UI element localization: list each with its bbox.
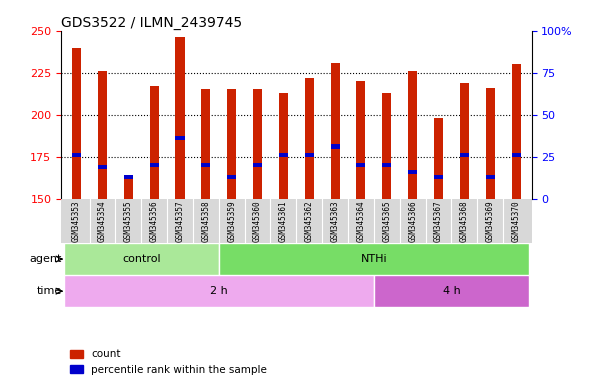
Bar [64, 275, 374, 307]
Bar [124, 177, 133, 199]
Bar [331, 144, 340, 149]
Bar [511, 64, 521, 199]
Text: GSM345356: GSM345356 [150, 201, 159, 242]
Bar [374, 275, 529, 307]
Bar [64, 243, 219, 275]
Bar [175, 37, 185, 199]
Bar [253, 89, 262, 199]
Text: GSM345365: GSM345365 [382, 201, 391, 242]
Text: GSM345364: GSM345364 [356, 201, 365, 242]
Bar [98, 71, 107, 199]
Bar [150, 86, 159, 199]
Bar [434, 118, 443, 199]
Text: NTHi: NTHi [360, 254, 387, 264]
Text: GSM345363: GSM345363 [331, 201, 340, 242]
Bar [305, 78, 314, 199]
Legend: count, percentile rank within the sample: count, percentile rank within the sample [67, 345, 271, 379]
Bar [382, 163, 391, 167]
Text: GSM345366: GSM345366 [408, 201, 417, 242]
Text: GSM345370: GSM345370 [511, 201, 521, 242]
Bar [72, 48, 81, 199]
Text: GSM345360: GSM345360 [253, 201, 262, 242]
Text: agent: agent [29, 254, 62, 264]
Text: GSM345359: GSM345359 [227, 201, 236, 242]
Text: GSM345367: GSM345367 [434, 201, 443, 242]
Bar [486, 175, 495, 179]
Text: GDS3522 / ILMN_2439745: GDS3522 / ILMN_2439745 [61, 16, 242, 30]
Text: GSM345355: GSM345355 [124, 201, 133, 242]
Bar [331, 63, 340, 199]
Bar [460, 153, 469, 157]
Bar [356, 81, 365, 199]
Bar [150, 163, 159, 167]
Bar [434, 175, 443, 179]
Bar [98, 165, 107, 169]
Text: 4 h: 4 h [442, 286, 460, 296]
Bar [408, 170, 417, 174]
Bar [408, 71, 417, 199]
Text: time: time [37, 286, 62, 296]
Bar [279, 153, 288, 157]
Text: GSM345362: GSM345362 [305, 201, 314, 242]
Bar [279, 93, 288, 199]
Text: GSM345361: GSM345361 [279, 201, 288, 242]
Text: control: control [122, 254, 161, 264]
Bar [227, 175, 236, 179]
Text: GSM345357: GSM345357 [175, 201, 185, 242]
Bar [124, 175, 133, 179]
Text: GSM345358: GSM345358 [202, 201, 210, 242]
Bar [356, 163, 365, 167]
Bar [253, 163, 262, 167]
Bar [382, 93, 391, 199]
Bar [202, 89, 210, 199]
Bar [219, 243, 529, 275]
Text: 2 h: 2 h [210, 286, 228, 296]
Text: GSM345369: GSM345369 [486, 201, 495, 242]
Bar [460, 83, 469, 199]
Bar [486, 88, 495, 199]
Bar [72, 153, 81, 157]
Bar [511, 153, 521, 157]
Bar [202, 163, 210, 167]
Text: GSM345368: GSM345368 [460, 201, 469, 242]
Bar [305, 153, 314, 157]
Text: GSM345353: GSM345353 [72, 201, 81, 242]
Text: GSM345354: GSM345354 [98, 201, 107, 242]
Bar [227, 89, 236, 199]
Bar [175, 136, 185, 140]
